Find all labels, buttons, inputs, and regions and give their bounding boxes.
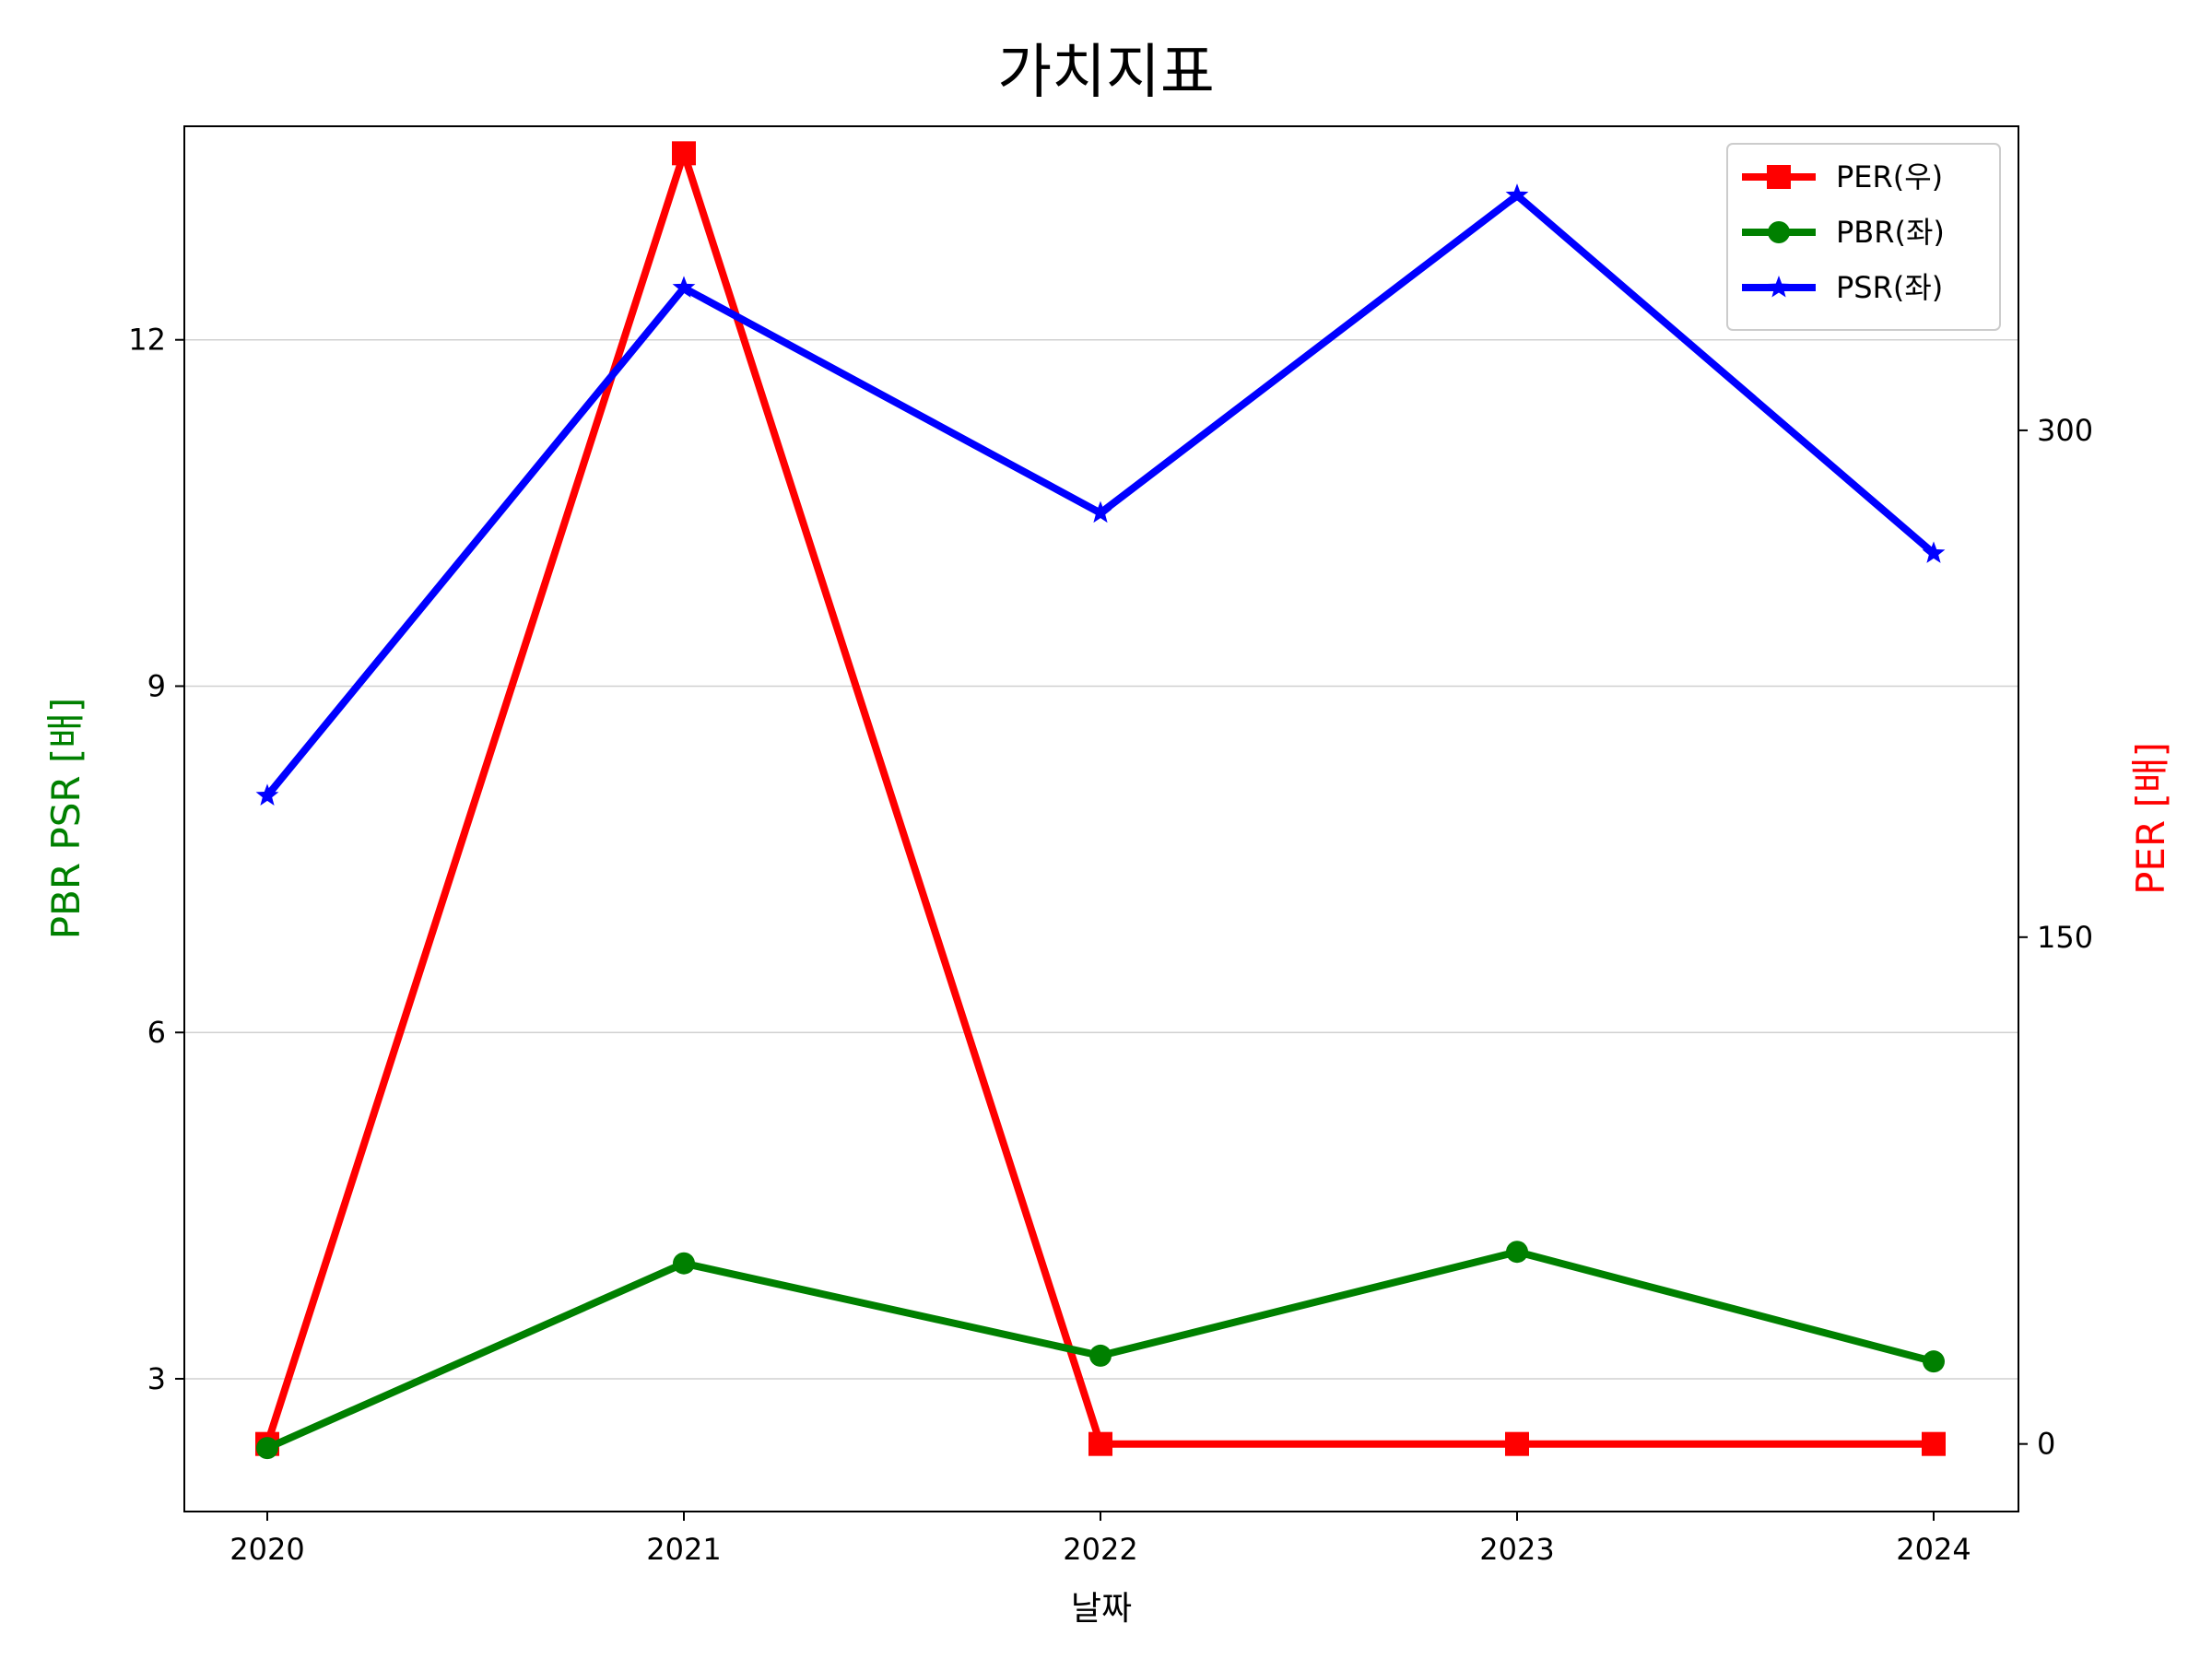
legend-marker: [1767, 165, 1791, 189]
data-point: [1923, 1350, 1945, 1373]
left-y-tick-label: 12: [128, 323, 166, 358]
data-point: [1505, 1431, 1529, 1456]
series-square: [255, 141, 1946, 1456]
data-point: [1088, 1431, 1112, 1456]
legend-box: [1726, 143, 2001, 331]
chart-title: 가치지표: [997, 39, 1215, 107]
series-line: [264, 141, 1934, 1448]
x-axis-label: 날짜: [1071, 1590, 1132, 1628]
legend-label: PBR(좌): [1836, 215, 1945, 250]
data-point: [1506, 1241, 1528, 1264]
right-y-tick-label: 150: [2037, 920, 2093, 955]
x-tick-label: 2024: [1896, 1532, 1971, 1567]
data-point: [1088, 500, 1112, 524]
left-y-tick-label: 3: [147, 1361, 166, 1396]
right-y-axis-label: PER [배]: [2128, 742, 2173, 895]
grid-lines: [184, 338, 2018, 1380]
right-y-axis: 0 150 300: [2018, 413, 2093, 1462]
legend: PER(우) PBR(좌) PSR(좌): [1726, 143, 2001, 331]
data-point: [256, 1437, 278, 1460]
data-point: [673, 1252, 695, 1275]
legend-marker: [1767, 276, 1791, 298]
plot-frame: [183, 125, 2019, 1512]
left-y-axis-label: PBR PSR [배]: [43, 698, 88, 940]
x-tick-label: 2020: [229, 1532, 304, 1567]
data-point: [1922, 1431, 1946, 1456]
series-star: [255, 183, 1946, 806]
data-point: [1505, 183, 1529, 206]
data-point: [1922, 541, 1946, 563]
left-y-tick-label: 9: [147, 668, 166, 703]
series-circle: [256, 1241, 1945, 1460]
data-point: [1089, 1344, 1112, 1367]
right-y-tick-label: 300: [2037, 413, 2093, 448]
left-y-tick-label: 6: [147, 1015, 166, 1050]
legend-marker: [1768, 221, 1790, 243]
legend-label: PER(우): [1836, 159, 1943, 194]
series-line: [264, 190, 1936, 798]
x-tick-label: 2021: [646, 1532, 721, 1567]
left-y-axis: 3 6 9 12: [128, 323, 184, 1396]
x-tick-label: 2023: [1479, 1532, 1554, 1567]
series-layer: [255, 141, 1946, 1460]
legend-label: PSR(좌): [1836, 270, 1943, 305]
x-tick-label: 2022: [1063, 1532, 1137, 1567]
data-point: [672, 276, 696, 298]
data-point: [672, 141, 696, 166]
data-point: [255, 783, 279, 806]
x-axis: 2020 2021 2022 2023 2024: [229, 1512, 1971, 1567]
right-y-tick-label: 0: [2037, 1427, 2055, 1462]
